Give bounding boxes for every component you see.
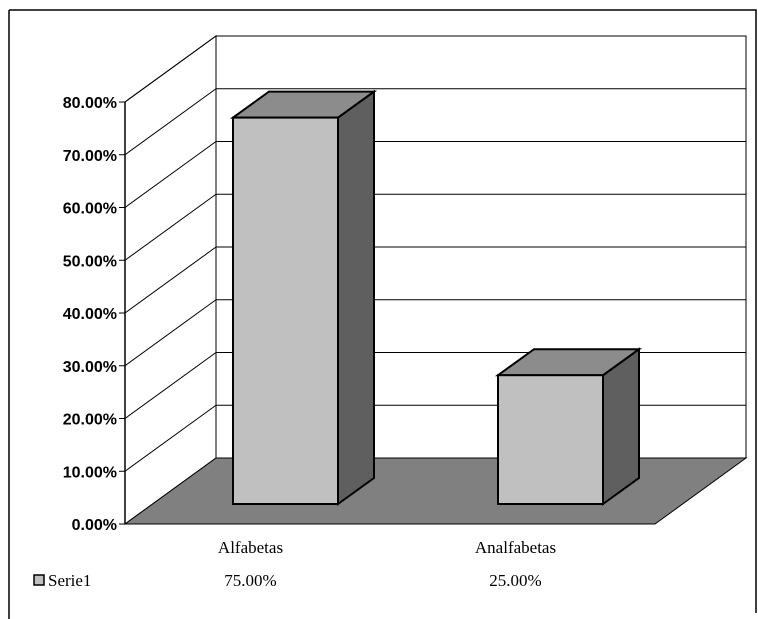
bar-front	[232, 116, 339, 506]
gridline-left-4	[124, 246, 217, 314]
data-label: 75.00%	[224, 571, 276, 590]
legend-swatch	[33, 574, 45, 586]
plot-walls	[124, 35, 747, 525]
gridline-left-7	[124, 88, 217, 156]
bar-0	[229, 89, 378, 506]
floor	[123, 457, 748, 525]
gridline-left-2	[124, 352, 217, 419]
gridline-left-6	[124, 141, 217, 208]
gridline-left-8	[124, 35, 217, 103]
x-tick-label: Analfabetas	[475, 538, 556, 557]
gridline-left-1	[124, 404, 217, 472]
chart-area-border	[9, 9, 757, 613]
data-table: Serie1 75.00% 25.00%	[33, 571, 542, 590]
y-tick-label: 30.00%	[63, 359, 117, 376]
plot-floor	[123, 457, 748, 525]
y-tick-label: 50.00%	[63, 253, 117, 270]
legend-label: Serie1	[48, 571, 91, 590]
x-axis-labels: Alfabetas Analfabetas	[218, 538, 556, 557]
y-tick-label: 80.00%	[63, 95, 117, 112]
y-tick-label: 10.00%	[63, 464, 117, 481]
bar-front	[497, 374, 604, 505]
y-tick-label: 70.00%	[63, 148, 117, 165]
x-tick-label: Alfabetas	[218, 538, 283, 557]
y-tick-label: 20.00%	[63, 412, 117, 429]
bars	[229, 89, 643, 506]
gridline-left-3	[124, 299, 217, 367]
gridline-left-5	[124, 193, 217, 261]
y-tick-label: 40.00%	[63, 306, 117, 323]
bar-side	[337, 89, 375, 506]
y-tick-label: 60.00%	[63, 201, 117, 218]
data-label: 25.00%	[489, 571, 541, 590]
y-tick-label: 0.00%	[72, 517, 117, 534]
bar-1	[494, 347, 643, 506]
y-axis: 0.00% 10.00% 20.00% 30.00% 40.00% 50.00% 60.00…	[63, 95, 126, 534]
